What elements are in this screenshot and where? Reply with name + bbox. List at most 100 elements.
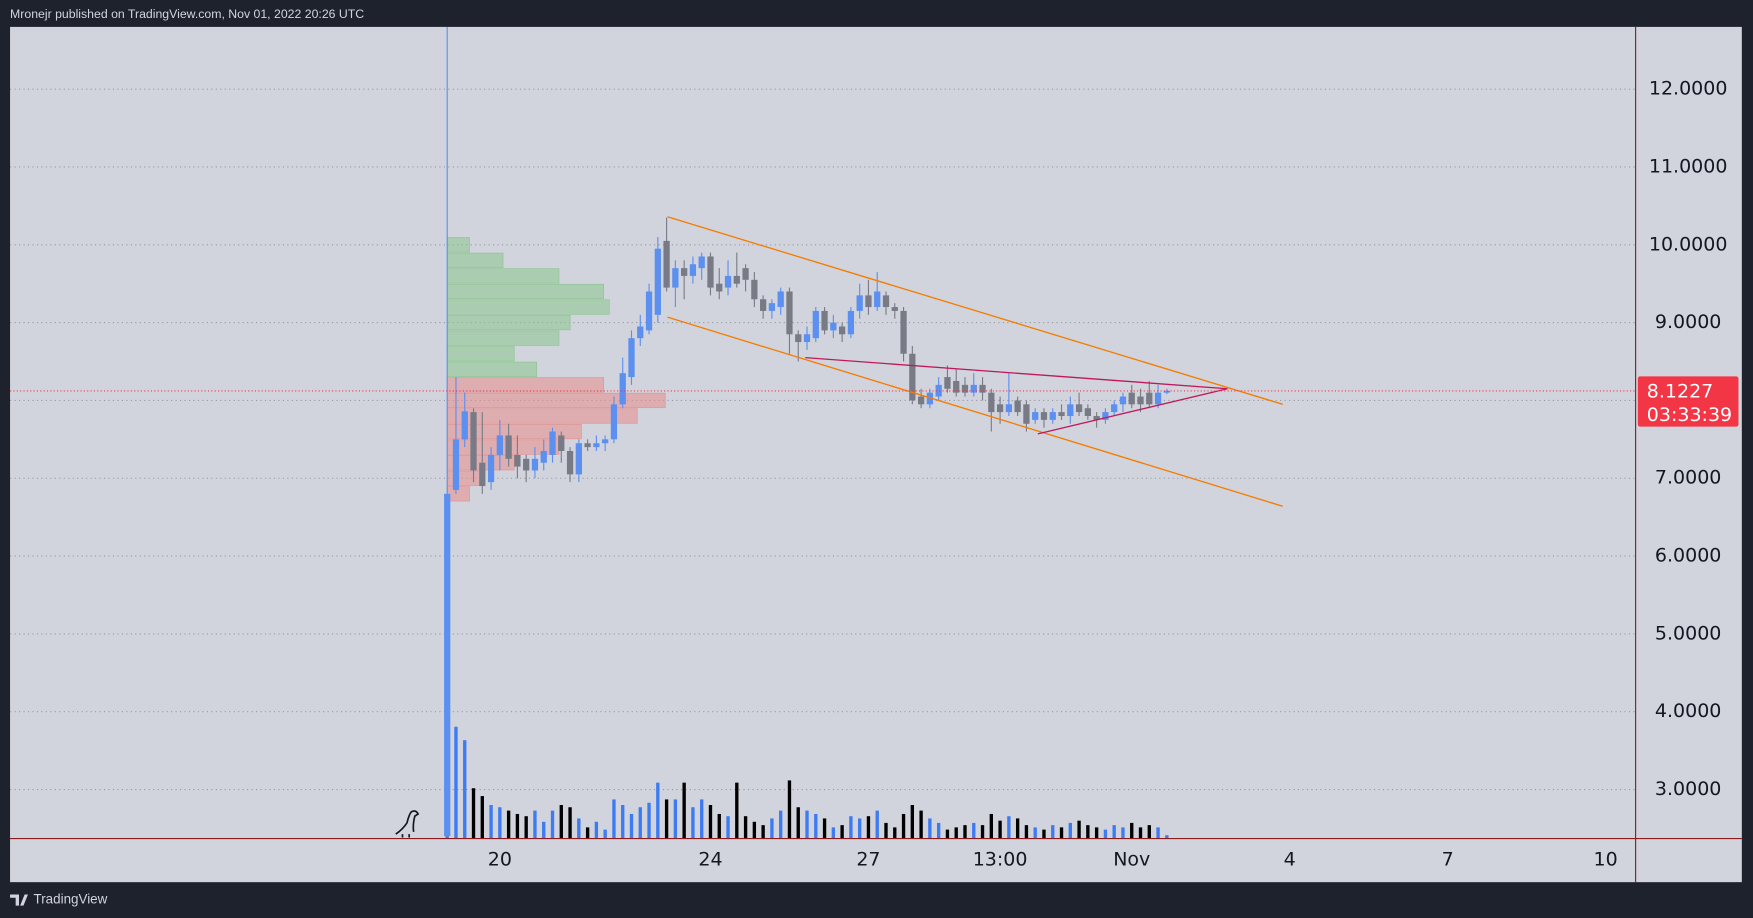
candle-body: [689, 264, 697, 276]
volume-bar: [1059, 827, 1064, 839]
volume-bar: [726, 816, 730, 839]
candle-body: [803, 334, 811, 343]
volume-bar: [717, 813, 721, 839]
candle-body: [856, 295, 863, 311]
volume-bar: [506, 810, 511, 839]
candle-body: [724, 275, 732, 288]
x-tick-label: Nov: [1113, 848, 1150, 870]
x-tick-label: 27: [856, 848, 880, 870]
y-tick-label: 11.0000: [1649, 155, 1728, 177]
candle-body: [505, 435, 512, 459]
volume-bar: [796, 807, 800, 839]
candle-body: [847, 310, 855, 335]
volume-bar: [454, 726, 458, 839]
y-tick-label: 10.0000: [1649, 233, 1728, 255]
candle-body: [628, 338, 635, 378]
candle-body: [444, 493, 451, 837]
volume-bar: [1086, 825, 1090, 839]
volume-bar: [1138, 827, 1143, 839]
candle-body: [531, 458, 539, 471]
volume-profile-bar: [446, 315, 571, 331]
candle-body: [944, 377, 951, 389]
volume-bar: [1024, 825, 1029, 839]
volume-bar: [866, 816, 871, 839]
candle-body: [672, 268, 679, 288]
candle-body: [777, 291, 784, 308]
candle-body: [1067, 404, 1074, 416]
volume-bar: [612, 799, 616, 839]
volume-bar: [568, 807, 572, 839]
x-tick-label: 10: [1594, 848, 1618, 870]
volume-bar: [1077, 820, 1081, 839]
candle-body: [900, 310, 907, 354]
volume-bar: [542, 821, 546, 839]
candle-body: [452, 439, 460, 490]
volume-bar: [840, 825, 844, 839]
candle-body: [1014, 400, 1021, 413]
x-tick-label: 7: [1442, 848, 1454, 870]
candle-body: [619, 373, 626, 405]
volume-bar: [1033, 827, 1037, 839]
volume-bar: [963, 825, 967, 839]
y-tick-label: 5.0000: [1655, 622, 1721, 644]
volume-bar: [559, 805, 563, 839]
candle-body: [733, 275, 740, 284]
candle-body: [1049, 412, 1056, 420]
candle-body: [1023, 404, 1030, 424]
candle-body: [514, 454, 521, 467]
volume-bar: [875, 810, 879, 839]
volume-bar: [743, 816, 748, 839]
candle-body: [935, 384, 942, 397]
volume-bar: [1042, 829, 1046, 839]
candle-body: [917, 396, 925, 405]
axes: 3.00004.00005.00006.00007.00008.00009.00…: [488, 78, 1739, 870]
candle-body: [1163, 390, 1170, 393]
trend-line: [1037, 388, 1228, 435]
volume-bar: [1147, 825, 1151, 839]
volume-bar: [524, 816, 528, 839]
volume-bar: [1094, 827, 1099, 839]
candle-body: [961, 384, 969, 393]
volume-bar: [638, 807, 642, 839]
volume-bar: [1051, 825, 1055, 839]
candle-body: [1058, 412, 1065, 416]
volume-bar: [752, 821, 757, 839]
volume-bar: [673, 799, 678, 839]
candle-body: [760, 299, 767, 311]
candle-body: [795, 334, 802, 343]
candle-body: [470, 412, 477, 471]
volume-bar: [998, 820, 1002, 839]
candle-body: [1137, 396, 1144, 405]
candle-body: [865, 295, 872, 308]
volume-bar: [656, 782, 660, 839]
last-price-box: [1637, 376, 1739, 427]
volume-bar: [822, 818, 827, 839]
volume-bar: [779, 810, 783, 839]
candle-body: [768, 303, 776, 311]
volume-profile-bar: [446, 346, 515, 362]
candle-body: [979, 384, 986, 393]
volume-bar: [515, 813, 520, 839]
volume-profile-bar: [446, 392, 666, 409]
volume-bar: [1121, 827, 1125, 839]
candle-body: [838, 326, 846, 335]
volume-profile-bar: [446, 299, 610, 315]
volume-bar: [1165, 835, 1169, 839]
candle-body: [1102, 412, 1109, 420]
volume-bar: [489, 805, 493, 839]
volume-bar: [761, 825, 765, 839]
candle-body: [496, 435, 503, 455]
candle-body: [830, 322, 837, 331]
y-tick-label: 4.0000: [1655, 700, 1721, 722]
volume-bar: [857, 818, 862, 839]
volume-bar: [603, 829, 607, 839]
candle-body: [540, 451, 547, 463]
candle-body: [1119, 396, 1127, 405]
candle-body: [988, 392, 995, 413]
candle-body: [1075, 404, 1083, 413]
volume-bar: [770, 818, 774, 839]
volume-profile-bar: [446, 361, 537, 377]
candle-body: [891, 307, 898, 311]
candle-body: [821, 310, 828, 331]
